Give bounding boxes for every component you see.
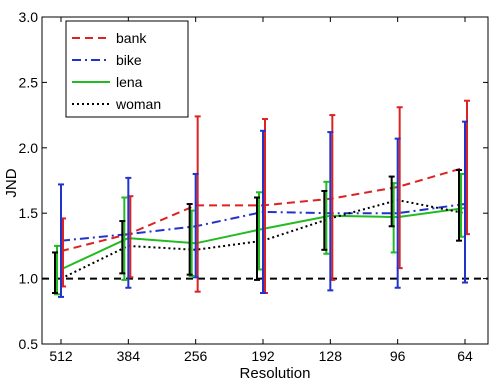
- y-tick-label: 1.0: [19, 271, 39, 287]
- x-tick-label: 512: [49, 348, 73, 364]
- legend-label-bank: bank: [116, 30, 147, 46]
- x-tick-label: 384: [117, 348, 141, 364]
- y-tick-label: 2.0: [19, 140, 39, 156]
- x-tick-label: 256: [184, 348, 208, 364]
- y-axis-label: JND: [3, 168, 20, 197]
- x-tick-label: 128: [319, 348, 343, 364]
- legend-label-bike: bike: [116, 52, 142, 68]
- legend-label-woman: woman: [115, 96, 161, 112]
- legend: bank bike lena woman: [66, 21, 188, 117]
- y-tick-label: 3.0: [19, 9, 39, 25]
- y-tick-label: 0.5: [19, 336, 39, 352]
- legend-label-lena: lena: [116, 74, 143, 90]
- x-tick-label: 64: [457, 348, 473, 364]
- x-tick-label: 96: [390, 348, 406, 364]
- y-tick-label: 2.5: [19, 74, 39, 90]
- y-tick-label: 1.5: [19, 205, 39, 221]
- x-tick-label: 192: [251, 348, 275, 364]
- x-axis-label: Resolution: [240, 365, 311, 382]
